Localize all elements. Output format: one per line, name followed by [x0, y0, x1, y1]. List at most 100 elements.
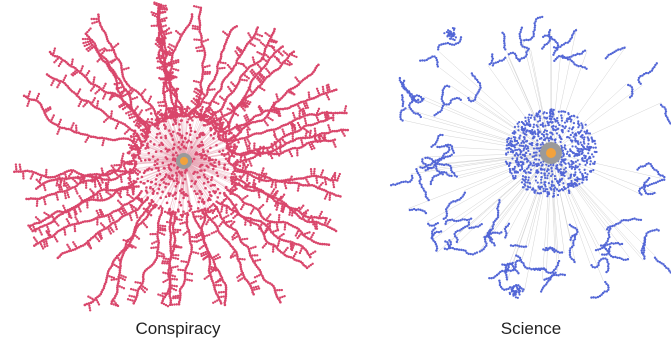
node	[149, 140, 152, 143]
node	[66, 243, 69, 246]
node	[242, 151, 245, 155]
node	[22, 94, 26, 98]
node	[270, 110, 274, 113]
node	[233, 236, 236, 240]
node	[134, 119, 138, 122]
node	[117, 137, 121, 141]
node	[163, 61, 167, 64]
node	[219, 87, 223, 90]
node	[160, 114, 164, 118]
node	[253, 254, 257, 257]
node	[256, 113, 260, 117]
node	[198, 104, 202, 107]
node	[238, 175, 242, 178]
node	[285, 254, 288, 258]
node	[142, 181, 145, 185]
node	[317, 216, 320, 220]
node	[47, 222, 50, 226]
node	[276, 289, 279, 292]
node	[91, 235, 95, 239]
node	[250, 210, 254, 213]
node	[176, 245, 179, 249]
node	[129, 180, 133, 184]
node	[141, 279, 145, 283]
node	[320, 93, 323, 96]
node	[260, 229, 263, 232]
node	[234, 181, 238, 185]
node	[100, 167, 103, 170]
node	[67, 177, 71, 180]
node	[84, 174, 88, 177]
node	[86, 40, 90, 44]
node	[155, 252, 159, 255]
node	[264, 230, 268, 234]
node	[172, 164, 176, 167]
node	[299, 244, 302, 247]
node	[190, 235, 194, 239]
node	[213, 95, 216, 99]
node	[89, 247, 93, 250]
node	[221, 48, 225, 52]
node	[333, 176, 337, 179]
node	[173, 219, 176, 223]
node	[261, 131, 265, 134]
node	[199, 238, 203, 242]
node	[73, 247, 77, 251]
node	[209, 158, 212, 162]
node	[57, 64, 61, 68]
node	[311, 262, 314, 265]
node	[177, 105, 180, 109]
node	[198, 30, 201, 33]
node	[165, 54, 168, 58]
node	[113, 45, 116, 48]
node	[245, 91, 249, 94]
node	[148, 102, 151, 106]
node	[244, 196, 247, 199]
node	[115, 220, 118, 223]
node	[89, 48, 92, 51]
node	[174, 61, 178, 64]
node	[160, 45, 163, 48]
node	[307, 93, 311, 97]
node	[33, 197, 37, 201]
node	[249, 203, 253, 207]
node	[146, 118, 150, 121]
node	[135, 114, 138, 118]
node	[303, 112, 306, 115]
node	[228, 225, 231, 229]
node	[156, 230, 160, 234]
node	[210, 204, 213, 207]
node	[165, 6, 168, 10]
node	[257, 193, 261, 197]
node	[188, 233, 191, 236]
node	[151, 232, 155, 236]
node	[275, 58, 279, 61]
node	[252, 181, 255, 184]
node	[223, 199, 226, 202]
node	[176, 296, 180, 300]
node	[85, 302, 89, 306]
node	[171, 231, 175, 235]
node	[113, 82, 116, 86]
node	[152, 246, 155, 249]
node	[129, 298, 132, 302]
node	[213, 288, 217, 291]
node	[118, 104, 121, 108]
node	[228, 30, 232, 34]
node	[91, 22, 94, 25]
node	[312, 96, 316, 100]
node	[304, 219, 307, 223]
node	[171, 194, 175, 197]
node	[186, 213, 189, 217]
node	[240, 105, 243, 109]
node	[226, 224, 229, 228]
node	[73, 209, 76, 212]
node	[278, 138, 281, 142]
node	[220, 66, 224, 70]
node	[239, 48, 243, 52]
node	[230, 175, 233, 179]
node	[215, 292, 218, 295]
node	[215, 225, 219, 228]
node	[324, 119, 327, 122]
node	[315, 227, 319, 230]
